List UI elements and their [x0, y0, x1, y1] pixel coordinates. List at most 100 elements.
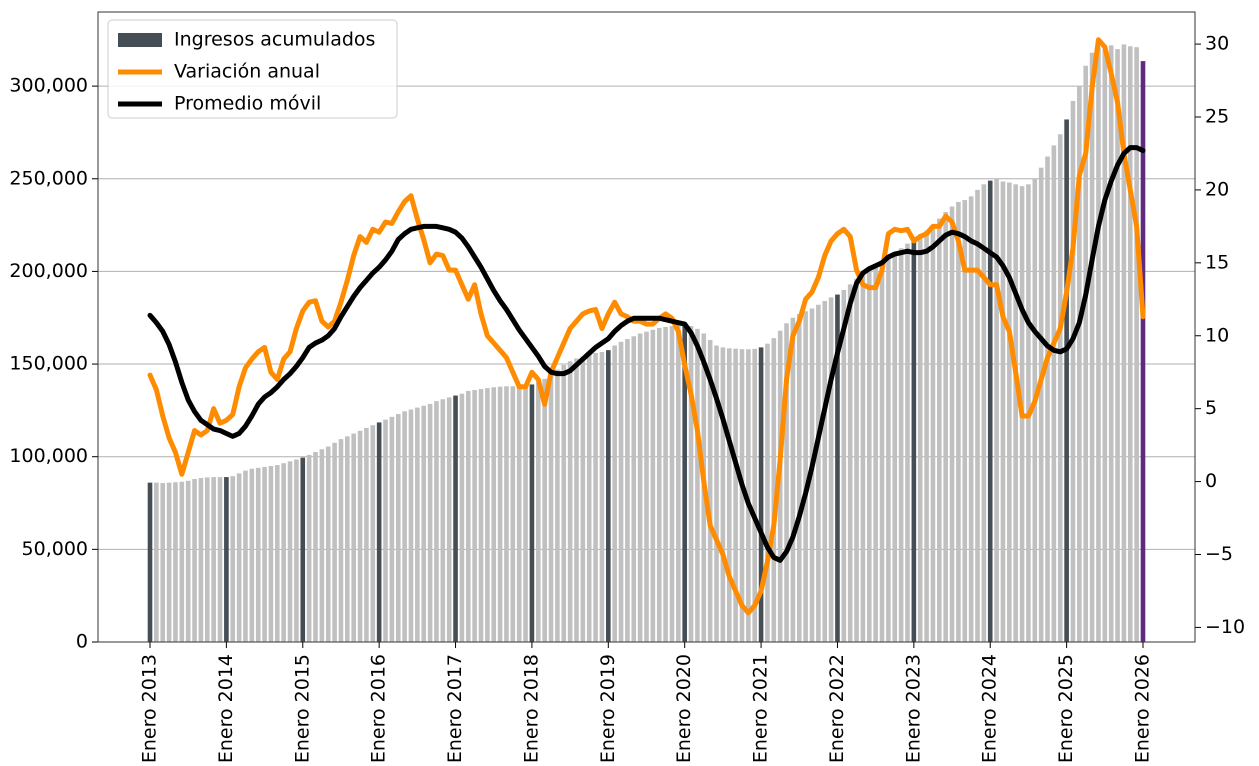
bar: [1032, 178, 1038, 642]
bar: [548, 374, 554, 642]
bar: [555, 369, 560, 642]
bar: [281, 463, 286, 642]
bar: [1108, 45, 1114, 642]
x-tick-label: Enero 2024: [979, 654, 1001, 763]
bar: [504, 386, 509, 642]
bar: [440, 399, 446, 642]
bar: [198, 478, 204, 642]
bar: [1102, 46, 1108, 642]
bar: [606, 350, 611, 642]
bar: [695, 328, 700, 642]
bar: [166, 482, 172, 642]
bar: [911, 238, 917, 642]
bar: [803, 311, 808, 642]
bar: [154, 482, 159, 642]
x-tick-label: Enero 2023: [902, 654, 924, 763]
y2-tick-label: 0: [1205, 470, 1217, 492]
bar: [485, 388, 490, 642]
bar: [873, 264, 878, 642]
y2-tick-label: −5: [1205, 543, 1233, 565]
bar: [319, 449, 325, 642]
bar: [1121, 44, 1127, 643]
bar: [854, 278, 859, 642]
bar: [1115, 49, 1120, 642]
bar: [268, 465, 274, 642]
bar: [943, 212, 948, 642]
y-tick-label: 50,000: [22, 538, 88, 560]
bar: [822, 301, 828, 642]
y-tick-label: 250,000: [9, 167, 88, 189]
bar: [255, 467, 261, 642]
bar: [427, 403, 433, 642]
bar: [478, 389, 484, 642]
legend: Ingresos acumulados Variación anual Promed…: [107, 19, 398, 119]
y-tick-label: 100,000: [9, 445, 88, 467]
bar: [300, 457, 306, 642]
bar: [230, 476, 236, 642]
bar: [758, 347, 764, 642]
y-tick-label: 200,000: [9, 260, 88, 282]
bar: [917, 234, 923, 642]
bar: [561, 364, 567, 642]
bar: [332, 442, 337, 642]
y2-tick-label: −10: [1205, 616, 1245, 638]
bar: [446, 397, 452, 642]
bar: [453, 395, 458, 642]
bar: [1070, 100, 1076, 643]
bar: [357, 430, 363, 642]
bar: [383, 419, 388, 642]
x-tick-label: Enero 2014: [215, 654, 237, 763]
bar: [535, 382, 541, 642]
bar: [1045, 156, 1050, 642]
bar: [542, 378, 547, 642]
x-tick-label: Enero 2015: [291, 654, 313, 763]
bar: [287, 461, 293, 642]
bar: [879, 260, 885, 642]
bar: [1007, 182, 1012, 642]
bar: [720, 347, 726, 642]
legend-swatch: [118, 33, 162, 47]
bar: [529, 384, 535, 642]
bar: [434, 401, 439, 642]
bar: [981, 184, 987, 642]
bar: [370, 425, 376, 642]
bar: [173, 482, 178, 642]
bar: [345, 436, 350, 642]
bar: [828, 297, 834, 642]
bar: [185, 480, 191, 642]
x-tick-label: Enero 2018: [520, 654, 542, 763]
bar: [994, 178, 999, 642]
bar: [1038, 167, 1044, 642]
bar: [325, 446, 331, 642]
bar: [402, 411, 407, 642]
bar: [656, 327, 662, 642]
bar: [784, 323, 789, 642]
bar: [580, 356, 586, 642]
legend-label: Variación anual: [174, 61, 320, 83]
bar: [275, 465, 280, 642]
bar: [523, 385, 528, 642]
bar: [472, 390, 477, 642]
bar: [892, 251, 898, 643]
x-tick-label: Enero 2016: [368, 654, 390, 763]
bar: [1000, 181, 1006, 642]
y-tick-label: 150,000: [9, 353, 88, 375]
bar: [593, 352, 598, 642]
bar: [306, 454, 312, 642]
x-tick-label: Enero 2013: [139, 654, 161, 763]
bar: [294, 459, 299, 642]
y-tick-label: 300,000: [9, 75, 88, 97]
bar: [905, 243, 910, 642]
bar: [147, 482, 153, 642]
bar: [930, 225, 936, 642]
bar: [816, 304, 821, 642]
bar: [937, 218, 942, 642]
bar: [415, 407, 420, 642]
bar: [491, 387, 497, 642]
bar: [567, 361, 573, 642]
bar: [625, 339, 630, 642]
bar: [956, 201, 961, 643]
bar: [707, 339, 713, 642]
bar: [949, 206, 955, 642]
